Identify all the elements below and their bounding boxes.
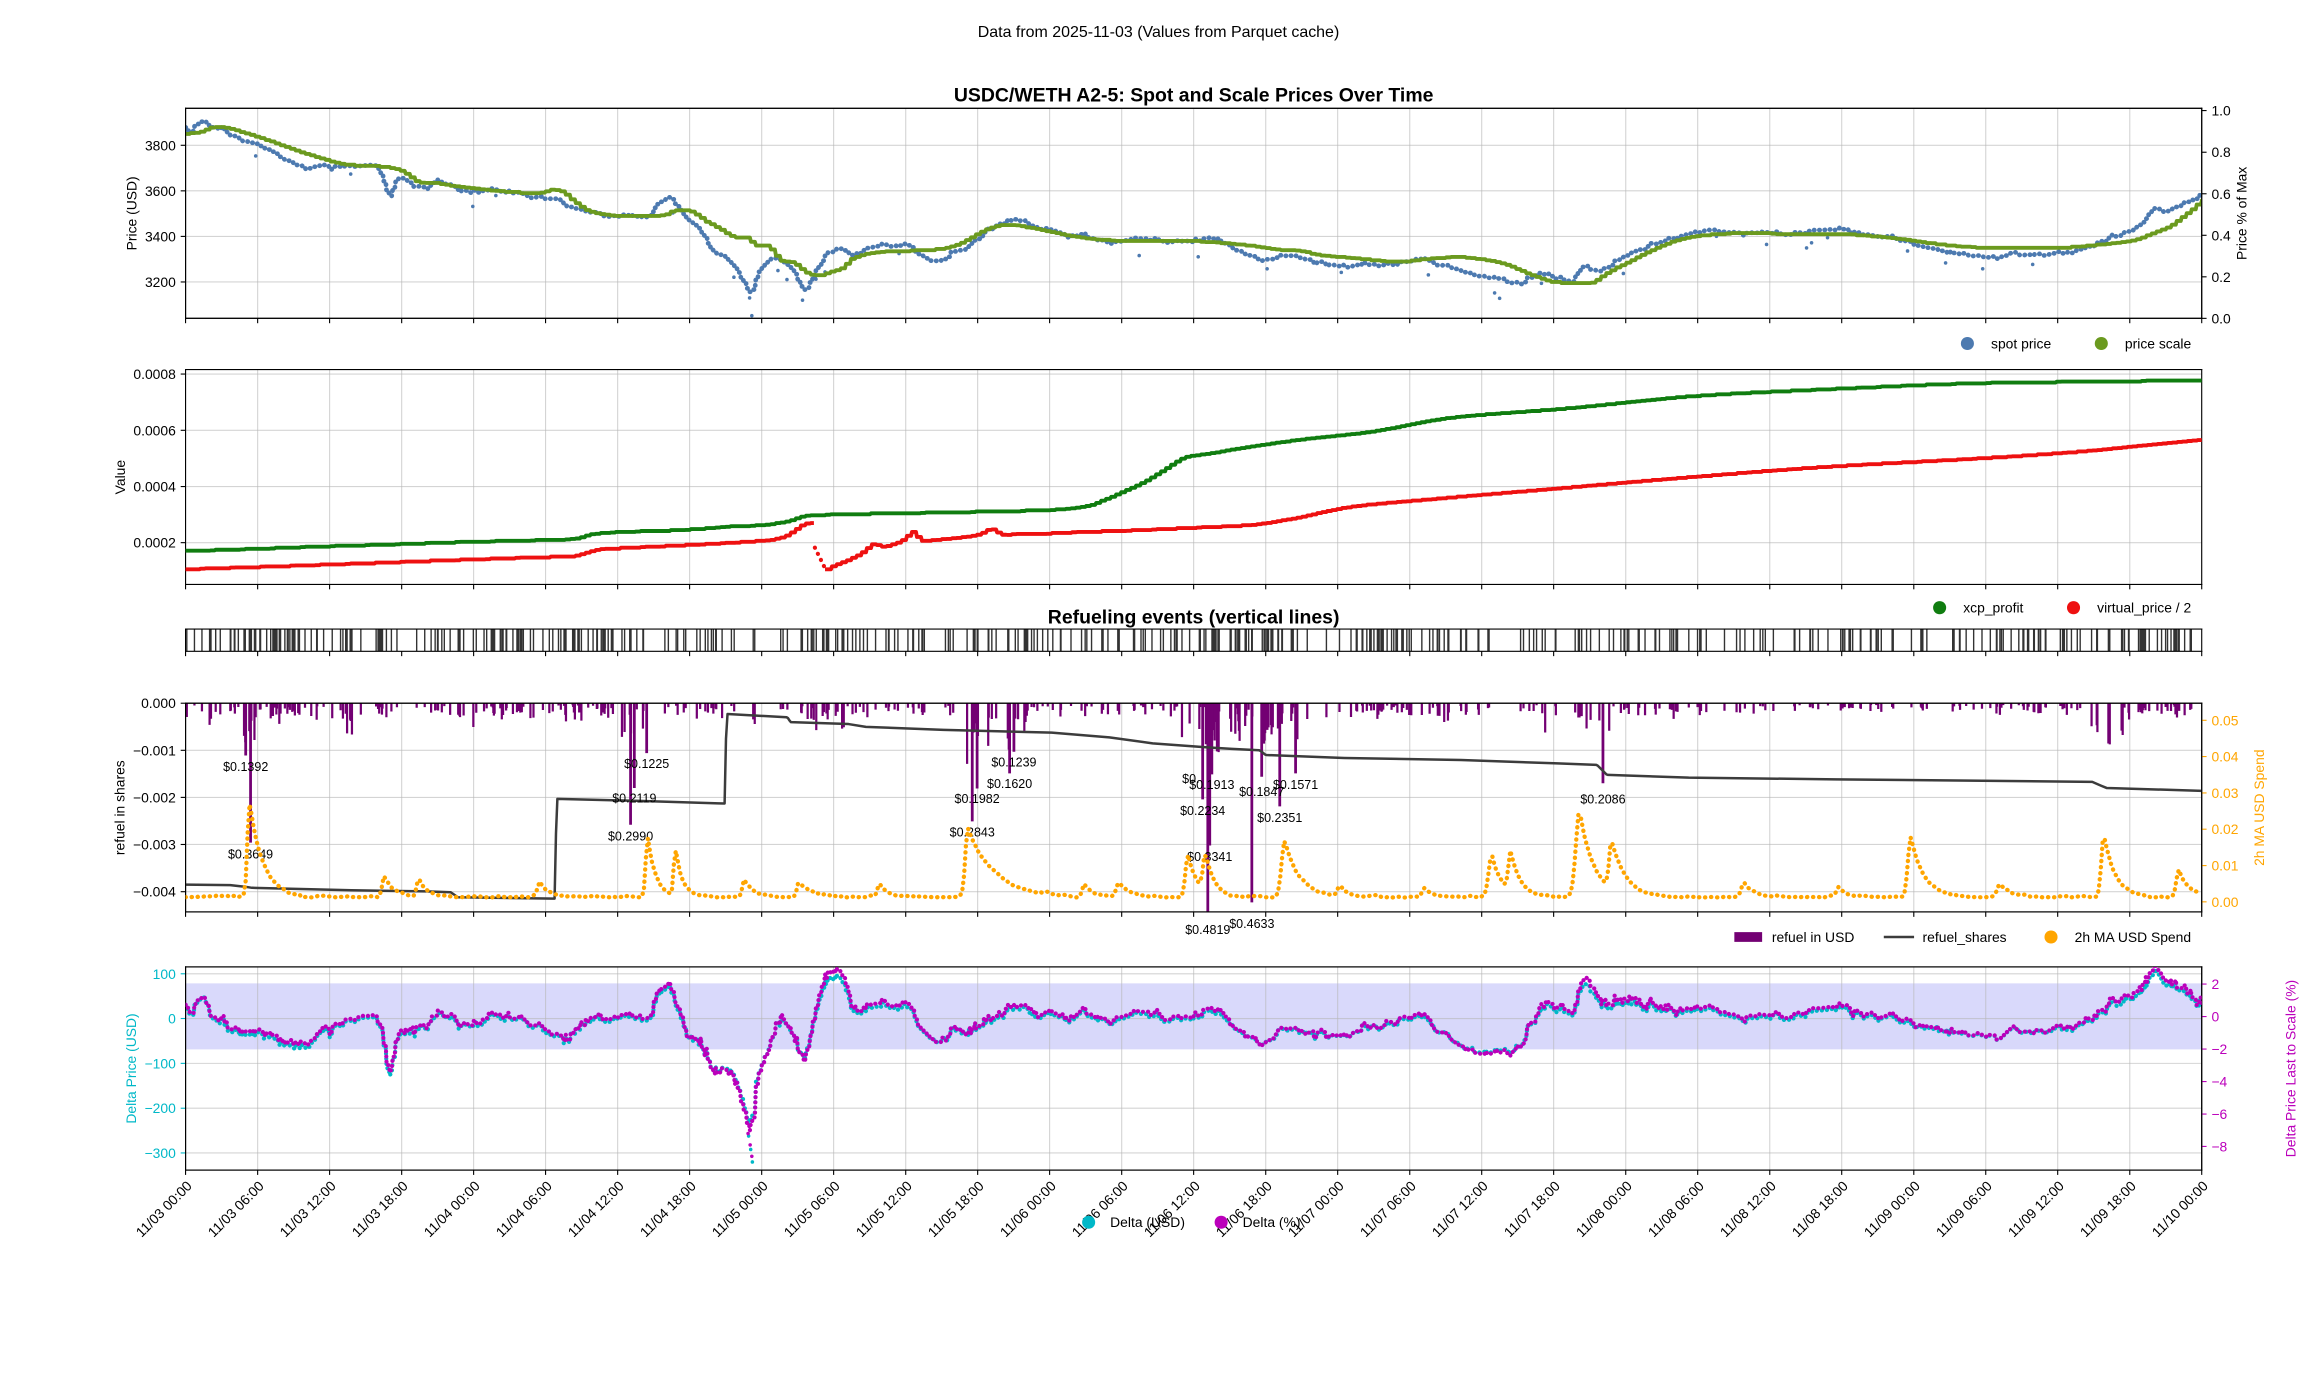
svg-text:3200: 3200	[145, 274, 176, 290]
svg-text:0.00: 0.00	[2211, 894, 2238, 910]
svg-text:$0.4633: $0.4633	[1229, 917, 1274, 931]
svg-text:$0.2990: $0.2990	[608, 829, 653, 843]
svg-text:0.04: 0.04	[2211, 749, 2238, 765]
svg-text:Delta (USD): Delta (USD)	[1110, 1214, 1185, 1230]
svg-text:$0.1239: $0.1239	[991, 755, 1036, 769]
svg-text:refuel in shares: refuel in shares	[112, 760, 128, 855]
svg-text:Price % of Max: Price % of Max	[2233, 167, 2249, 260]
svg-text:−0.002: −0.002	[133, 790, 176, 806]
svg-text:−0.001: −0.001	[133, 742, 176, 758]
svg-text:$0.2119: $0.2119	[612, 792, 656, 806]
svg-text:virtual_price / 2: virtual_price / 2	[2097, 600, 2191, 616]
svg-text:3400: 3400	[145, 228, 176, 244]
svg-text:$0.1392: $0.1392	[223, 760, 268, 774]
svg-text:0.02: 0.02	[2211, 821, 2238, 837]
svg-text:0.6: 0.6	[2211, 186, 2231, 202]
svg-text:$0.: $0.	[1182, 772, 1199, 786]
svg-text:0.0008: 0.0008	[133, 366, 176, 382]
svg-text:−6: −6	[2211, 1106, 2227, 1122]
svg-text:1.0: 1.0	[2211, 103, 2231, 119]
svg-text:$0.1913: $0.1913	[1189, 778, 1234, 792]
svg-text:$0.3649: $0.3649	[228, 847, 273, 861]
svg-text:spot price: spot price	[1991, 335, 2051, 351]
svg-text:−2: −2	[2211, 1041, 2227, 1057]
svg-text:$0.3341: $0.3341	[1187, 850, 1232, 864]
svg-text:Delta Price (USD): Delta Price (USD)	[123, 1013, 139, 1123]
svg-text:0.05: 0.05	[2211, 712, 2238, 728]
svg-text:−4: −4	[2211, 1074, 2227, 1090]
svg-text:$0.2234: $0.2234	[1180, 804, 1225, 818]
svg-text:xcp_profit: xcp_profit	[1963, 600, 2023, 616]
svg-text:Delta Price Last to Scale (%): Delta Price Last to Scale (%)	[2283, 980, 2299, 1157]
svg-text:price scale: price scale	[2125, 335, 2192, 351]
svg-text:0: 0	[2211, 1009, 2219, 1025]
svg-text:0.000: 0.000	[141, 695, 176, 711]
svg-text:−100: −100	[145, 1055, 177, 1071]
svg-text:0.0: 0.0	[2211, 310, 2231, 326]
svg-text:2h MA USD Spend: 2h MA USD Spend	[2075, 929, 2191, 945]
svg-text:$0.1982: $0.1982	[955, 792, 1000, 806]
svg-text:2h MA USD Spend: 2h MA USD Spend	[2251, 749, 2267, 865]
svg-text:−8: −8	[2211, 1139, 2227, 1155]
svg-text:$0.2351: $0.2351	[1257, 811, 1302, 825]
svg-text:$0.2086: $0.2086	[1580, 793, 1625, 807]
svg-text:−0.003: −0.003	[133, 837, 176, 853]
svg-text:0.8: 0.8	[2211, 144, 2231, 160]
svg-text:refuel_shares: refuel_shares	[1923, 929, 2007, 945]
svg-text:Refueling events (vertical lin: Refueling events (vertical lines)	[1048, 606, 1340, 628]
svg-text:USDC/WETH A2-5: Spot and Scale: USDC/WETH A2-5: Spot and Scale Prices Ov…	[954, 84, 1434, 106]
svg-text:−300: −300	[145, 1145, 177, 1161]
svg-text:0.03: 0.03	[2211, 785, 2238, 801]
svg-text:0.4: 0.4	[2211, 227, 2231, 243]
svg-text:$0.1620: $0.1620	[987, 777, 1032, 791]
svg-text:0.2: 0.2	[2211, 269, 2231, 285]
svg-text:0: 0	[168, 1011, 176, 1027]
svg-text:0.0004: 0.0004	[133, 479, 176, 495]
svg-text:$0.1847: $0.1847	[1239, 785, 1284, 799]
svg-text:3800: 3800	[145, 137, 176, 153]
svg-text:Data from 2025-11-03 (Values f: Data from 2025-11-03 (Values from Parque…	[978, 24, 1340, 41]
svg-text:2: 2	[2211, 976, 2219, 992]
svg-text:Price (USD): Price (USD)	[124, 176, 140, 250]
svg-text:$0.4819: $0.4819	[1185, 923, 1230, 937]
svg-text:0.0002: 0.0002	[133, 535, 176, 551]
svg-text:$0.1225: $0.1225	[624, 757, 669, 771]
svg-text:3600: 3600	[145, 183, 176, 199]
svg-text:Value: Value	[112, 460, 128, 495]
svg-text:−200: −200	[145, 1100, 177, 1116]
svg-text:0.0006: 0.0006	[133, 422, 176, 438]
svg-text:0.01: 0.01	[2211, 858, 2238, 874]
svg-text:100: 100	[153, 966, 176, 982]
svg-text:Delta (%): Delta (%)	[1243, 1214, 1301, 1230]
svg-text:$0.1571: $0.1571	[1273, 778, 1318, 792]
svg-text:−0.004: −0.004	[133, 884, 176, 900]
svg-text:$0.2843: $0.2843	[950, 826, 995, 840]
svg-text:refuel in USD: refuel in USD	[1772, 929, 1855, 945]
